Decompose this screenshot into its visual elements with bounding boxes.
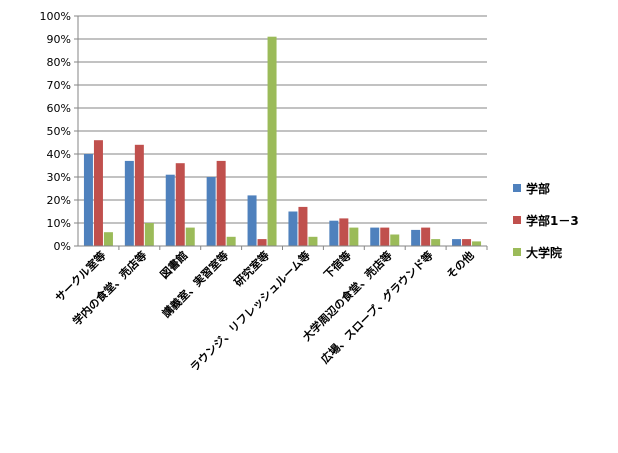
- y-axis-tick-labels: 0% 10% 20% 30% 40% 50% 60% 70% 80% 90% 100%: [40, 10, 71, 253]
- legend-swatch: [513, 184, 521, 192]
- bar: [349, 227, 359, 246]
- bar: [103, 232, 113, 246]
- bar: [390, 234, 400, 246]
- bar: [226, 236, 236, 246]
- bar: [247, 195, 257, 246]
- bar: [380, 227, 390, 246]
- bar: [83, 154, 93, 246]
- y-tick-label: 50%: [47, 125, 71, 138]
- bar: [267, 36, 277, 247]
- bar: [124, 160, 134, 246]
- legend-label: 学部1－3: [526, 213, 579, 228]
- x-tick-label: 図書館: [157, 248, 190, 281]
- x-tick-label: 下宿等: [321, 248, 354, 281]
- y-tick-label: 100%: [40, 10, 71, 23]
- bar: [339, 218, 349, 246]
- y-tick-label: 70%: [47, 79, 71, 92]
- bars: [83, 36, 482, 247]
- x-tick-label: その他: [443, 248, 476, 281]
- y-tick-label: 90%: [47, 33, 71, 46]
- bar: [185, 227, 195, 246]
- bar: [206, 177, 216, 246]
- bar: [216, 160, 226, 246]
- y-tick-label: 40%: [47, 148, 71, 161]
- bar: [257, 239, 267, 246]
- bar: [93, 140, 103, 246]
- y-tick-label: 60%: [47, 102, 71, 115]
- y-tick-label: 30%: [47, 171, 71, 184]
- y-tick-label: 10%: [47, 217, 71, 230]
- x-tick-label: 学内の食堂、売店等: [70, 248, 150, 328]
- bar: [308, 236, 318, 246]
- y-tick-label: 80%: [47, 56, 71, 69]
- legend-label: 大学院: [526, 245, 562, 260]
- bar: [298, 206, 308, 246]
- bar: [329, 220, 339, 246]
- y-tick-label: 0%: [54, 240, 71, 253]
- legend-label: 学部: [526, 181, 550, 196]
- bar: [175, 163, 185, 246]
- legend-swatch: [513, 216, 521, 224]
- bar: [472, 241, 482, 246]
- bar: [134, 144, 144, 246]
- legend-swatch: [513, 248, 521, 256]
- gridlines: [74, 15, 488, 250]
- bar: [370, 227, 380, 246]
- bar: [462, 239, 472, 246]
- bar: [421, 227, 431, 246]
- bar: [288, 211, 298, 246]
- bar: [411, 229, 421, 246]
- bar: [452, 239, 462, 246]
- bar: [431, 239, 441, 246]
- x-tick-label: 研究室等: [231, 248, 272, 289]
- y-tick-label: 20%: [47, 194, 71, 207]
- bar: [144, 223, 154, 246]
- bar: [165, 174, 175, 246]
